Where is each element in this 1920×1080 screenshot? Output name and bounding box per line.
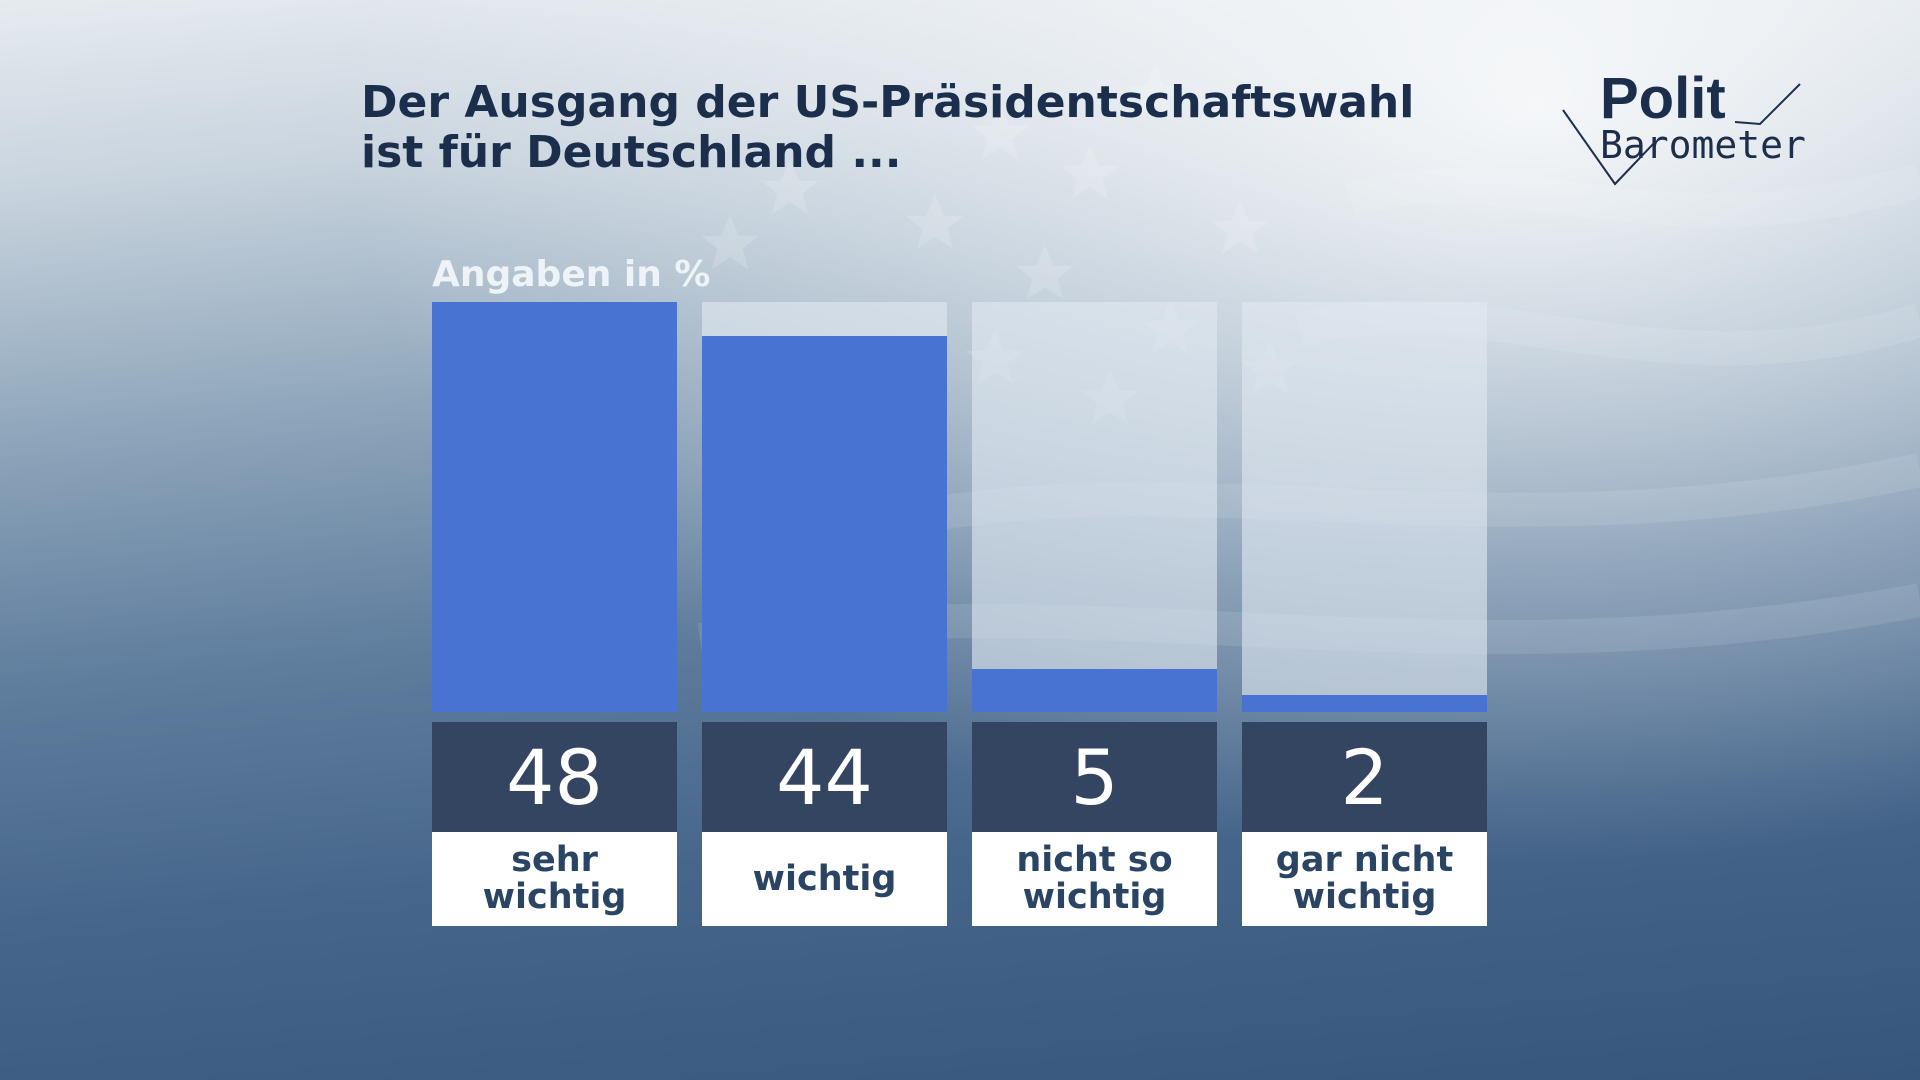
category-label: gar nicht wichtig bbox=[1242, 832, 1487, 926]
data-label: 5 bbox=[972, 722, 1217, 832]
category-label: sehr wichtig bbox=[432, 832, 677, 926]
data-label: 2 bbox=[1242, 722, 1487, 832]
unit-label: Angaben in % bbox=[432, 254, 711, 295]
category-label: nicht so wichtig bbox=[972, 832, 1217, 926]
bar-4 bbox=[1242, 694, 1487, 712]
bar-2 bbox=[702, 336, 947, 712]
bar-track bbox=[1242, 302, 1487, 712]
data-label: 44 bbox=[702, 722, 947, 832]
politbarometer-logo: Polit Barometer bbox=[1562, 66, 1806, 186]
logo-text-bottom: Barometer bbox=[1600, 123, 1806, 167]
chart-title-line-1: Der Ausgang der US-Präsidentschaftswahl bbox=[361, 77, 1415, 128]
chart-title-line-2: ist für Deutschland ... bbox=[361, 127, 902, 178]
data-label: 48 bbox=[432, 722, 677, 832]
bar-1 bbox=[432, 302, 677, 712]
category-label: wichtig bbox=[702, 832, 947, 926]
chart-title: Der Ausgang der US-Präsidentschaftswahl … bbox=[361, 78, 1461, 178]
logo-text-top: Polit bbox=[1600, 66, 1726, 131]
bar-track bbox=[972, 302, 1217, 712]
bar-3 bbox=[972, 669, 1217, 712]
